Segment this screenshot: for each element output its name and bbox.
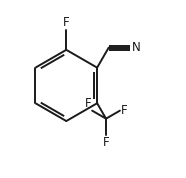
Text: F: F (63, 16, 70, 29)
Text: F: F (121, 104, 127, 117)
Text: F: F (85, 97, 91, 110)
Text: N: N (132, 41, 141, 54)
Text: F: F (103, 136, 109, 149)
